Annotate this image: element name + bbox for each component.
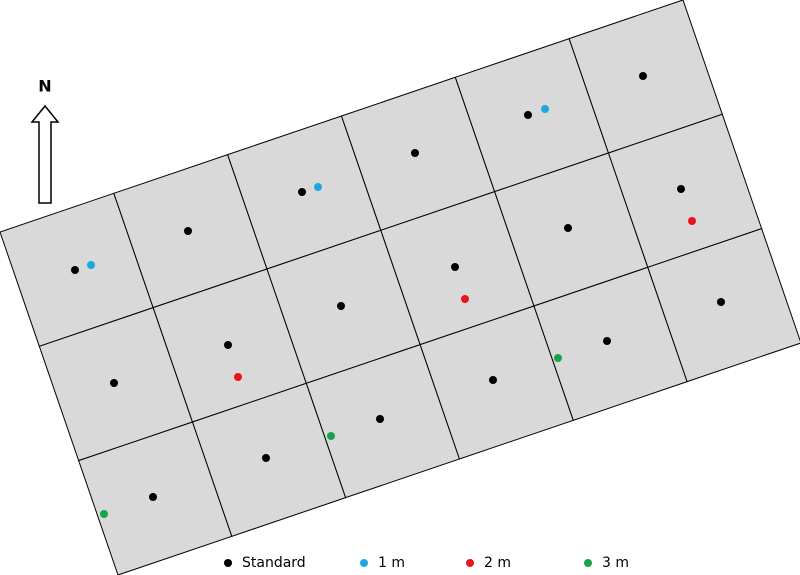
- sample-point: [376, 415, 384, 423]
- sample-point: [639, 72, 647, 80]
- sample-point: [717, 298, 725, 306]
- sample-point: [603, 337, 611, 345]
- sample-point: [234, 373, 242, 381]
- sample-point: [184, 227, 192, 235]
- sample-point: [298, 188, 306, 196]
- legend-label: 1 m: [378, 555, 405, 571]
- sample-point: [327, 432, 335, 440]
- sample-point: [100, 510, 108, 518]
- sample-point: [451, 263, 459, 271]
- sample-points: [71, 72, 725, 518]
- sample-point: [314, 183, 322, 191]
- sample-point: [262, 454, 270, 462]
- legend-marker: [360, 559, 368, 567]
- sample-point: [524, 111, 532, 119]
- north-arrow: N: [30, 77, 60, 204]
- sample-point: [224, 341, 232, 349]
- legend-marker: [584, 559, 592, 567]
- north-label: N: [38, 77, 51, 96]
- sample-point: [71, 266, 79, 274]
- sample-point: [564, 224, 572, 232]
- legend: Standard 1 m 2 m 3 m: [224, 555, 629, 571]
- sample-point: [411, 149, 419, 157]
- sample-point: [337, 302, 345, 310]
- sample-point: [554, 354, 562, 362]
- sample-point: [110, 379, 118, 387]
- legend-label: Standard: [242, 555, 306, 571]
- sample-point: [677, 185, 685, 193]
- sample-point: [149, 493, 157, 501]
- sample-point: [87, 261, 95, 269]
- legend-label: 3 m: [602, 555, 629, 571]
- legend-marker: [466, 559, 474, 567]
- sample-point: [541, 105, 549, 113]
- sample-point: [489, 376, 497, 384]
- legend-label: 2 m: [484, 555, 511, 571]
- plot-cell: [647, 228, 800, 383]
- sample-point: [461, 295, 469, 303]
- arrow-shape: [30, 104, 60, 204]
- sample-point: [688, 217, 696, 225]
- legend-marker: [224, 559, 232, 567]
